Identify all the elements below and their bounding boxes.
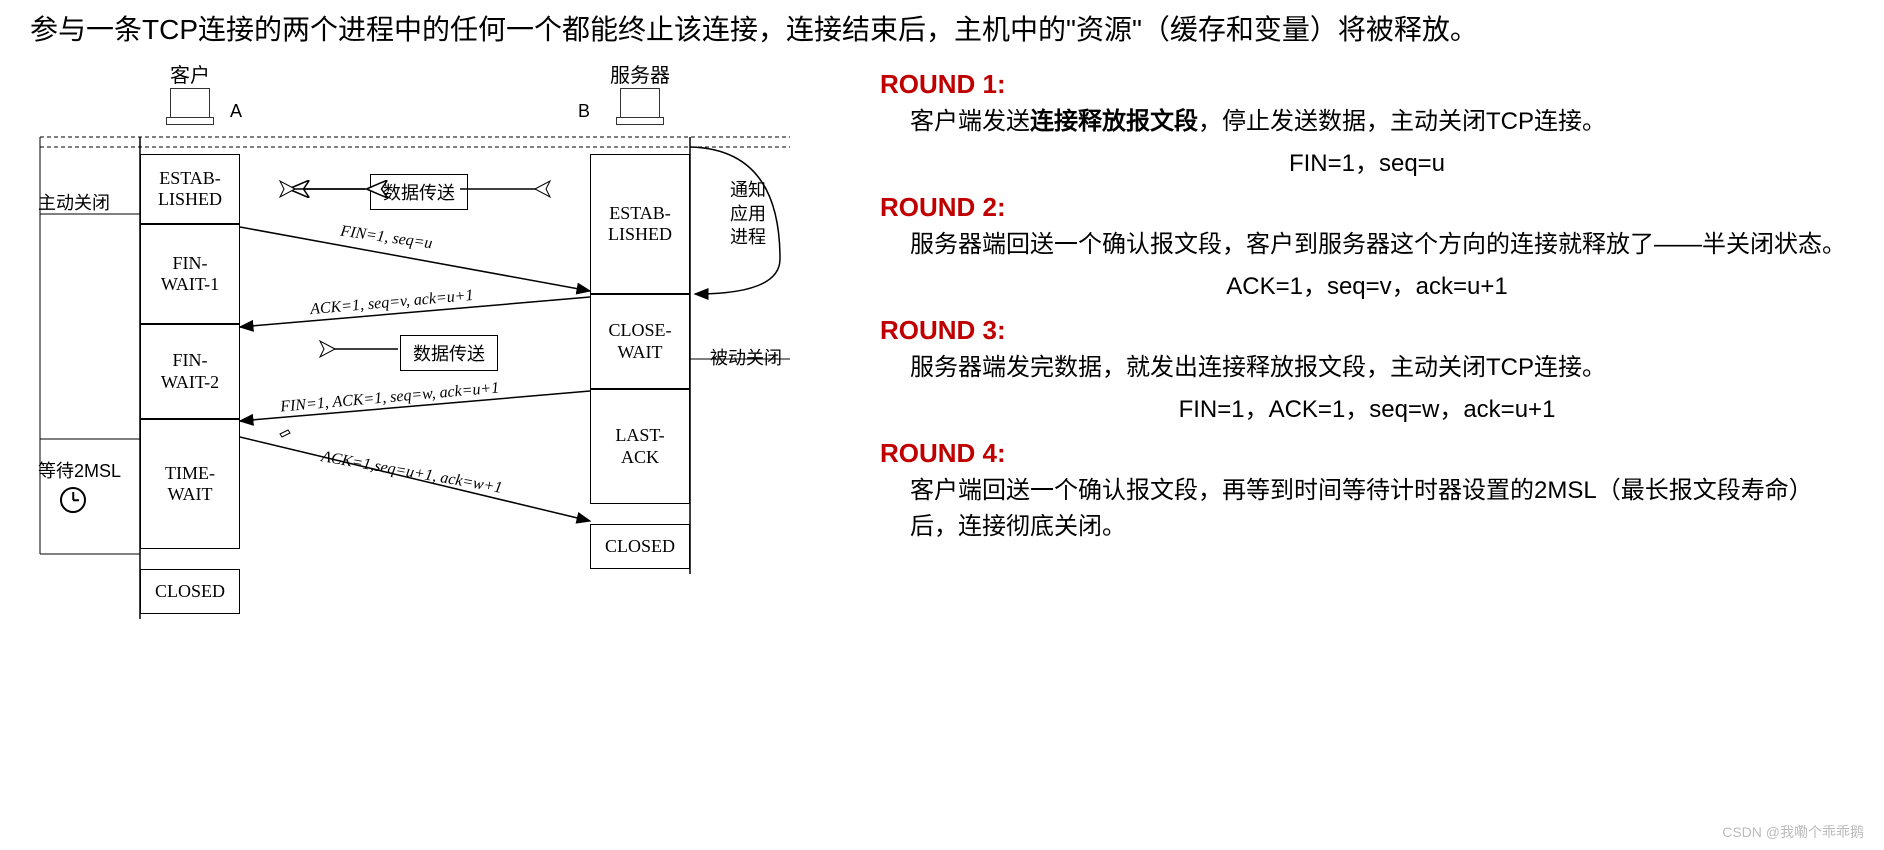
client-letter: A: [230, 101, 242, 122]
round2-title: ROUND 2:: [880, 188, 1854, 227]
client-state-timewait: TIME- WAIT: [140, 419, 240, 549]
round4-desc: 客户端回送一个确认报文段，再等到时间等待计时器设置的2MSL（最长报文段寿命）后…: [910, 473, 1854, 545]
active-close-label: 主动关闭: [38, 189, 110, 215]
tcp-close-diagram: 客户 A 服务器 B ESTAB- LISHED FIN- WAIT-1 FIN…: [30, 59, 850, 709]
server-header: 服务器: [600, 59, 680, 118]
server-state-established: ESTAB- LISHED: [590, 154, 690, 294]
client-header: 客户: [150, 59, 230, 118]
passive-close-label: 被动关闭: [710, 344, 782, 370]
round1-title: ROUND 1:: [880, 65, 1854, 104]
server-state-closed: CLOSED: [590, 524, 690, 569]
client-state-closed: CLOSED: [140, 569, 240, 614]
watermark: CSDN @我嘞个乖乖鹅: [1722, 822, 1864, 842]
data-transfer-1: 数据传送: [370, 174, 468, 210]
round3-desc: 服务器端发完数据，就发出连接释放报文段，主动关闭TCP连接。: [910, 350, 1854, 386]
round2-desc: 服务器端回送一个确认报文段，客户到服务器这个方向的连接就释放了——半关闭状态。: [910, 227, 1854, 263]
server-state-closewait: CLOSE- WAIT: [590, 294, 690, 389]
msg3-label: FIN=1, ACK=1, seq=w, ack=u+1: [280, 380, 500, 417]
server-label: 服务器: [600, 59, 680, 88]
rounds-panel: ROUND 1: 客户端发送连接释放报文段，停止发送数据，主动关闭TCP连接。 …: [880, 59, 1854, 709]
server-letter: B: [578, 101, 590, 122]
round3-title: ROUND 3:: [880, 311, 1854, 350]
client-state-established: ESTAB- LISHED: [140, 154, 240, 224]
client-state-finwait2: FIN- WAIT-2: [140, 324, 240, 419]
round1-formula: FIN=1，seq=u: [880, 146, 1854, 182]
clock-icon: [60, 487, 86, 513]
client-state-finwait1: FIN- WAIT-1: [140, 224, 240, 324]
client-label: 客户: [150, 59, 230, 88]
round3-formula: FIN=1，ACK=1，seq=w，ack=u+1: [880, 392, 1854, 428]
data-transfer-2: 数据传送: [400, 335, 498, 371]
msg1-label: FIN=1, seq=u: [339, 223, 433, 254]
server-state-lastack: LAST- ACK: [590, 389, 690, 504]
msg4-label: ACK=1,seq=u+1, ack=w+1: [320, 448, 504, 498]
round4-title: ROUND 4:: [880, 434, 1854, 473]
notify-app-label: 通知 应用 进程: [730, 179, 766, 249]
wait-2msl-label: 等待2MSL: [38, 457, 121, 483]
round2-formula: ACK=1，seq=v，ack=u+1: [880, 269, 1854, 305]
intro-text: 参与一条TCP连接的两个进程中的任何一个都能终止该连接，连接结束后，主机中的"资…: [30, 10, 1854, 49]
msg2-label: ACK=1, seq=v, ack=u+1: [310, 287, 475, 319]
computer-icon: [620, 88, 660, 118]
computer-icon: [170, 88, 210, 118]
round1-desc: 客户端发送连接释放报文段，停止发送数据，主动关闭TCP连接。: [910, 104, 1854, 140]
